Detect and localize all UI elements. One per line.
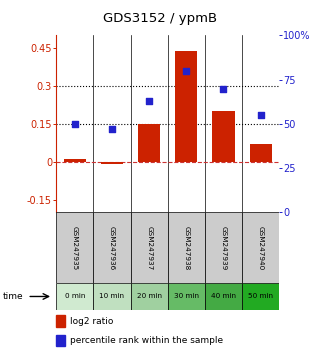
Bar <box>131 212 168 283</box>
Bar <box>205 212 242 283</box>
Bar <box>93 283 131 310</box>
Point <box>184 68 189 74</box>
Bar <box>131 283 168 310</box>
Bar <box>101 162 123 164</box>
Text: GSM247939: GSM247939 <box>221 226 227 270</box>
Text: percentile rank within the sample: percentile rank within the sample <box>70 336 223 345</box>
Bar <box>93 212 131 283</box>
Bar <box>56 212 93 283</box>
Bar <box>64 159 86 162</box>
Text: 0 min: 0 min <box>65 293 85 299</box>
Text: GSM247940: GSM247940 <box>258 226 264 270</box>
Text: GSM247936: GSM247936 <box>109 226 115 270</box>
Bar <box>242 212 279 283</box>
Text: 40 min: 40 min <box>211 293 236 299</box>
Point <box>109 126 115 132</box>
Text: 50 min: 50 min <box>248 293 273 299</box>
Bar <box>56 315 65 327</box>
Text: 20 min: 20 min <box>137 293 162 299</box>
Point <box>147 98 152 104</box>
Point <box>221 86 226 91</box>
Text: 10 min: 10 min <box>100 293 125 299</box>
Text: GDS3152 / ypmB: GDS3152 / ypmB <box>103 12 218 25</box>
Text: 30 min: 30 min <box>174 293 199 299</box>
Text: GSM247938: GSM247938 <box>183 226 189 270</box>
Text: GSM247935: GSM247935 <box>72 226 78 270</box>
Bar <box>249 144 272 162</box>
Bar <box>56 283 93 310</box>
Text: GSM247937: GSM247937 <box>146 226 152 270</box>
Bar <box>242 283 279 310</box>
Bar <box>168 283 205 310</box>
Bar <box>213 111 235 162</box>
Bar <box>168 212 205 283</box>
Bar <box>138 124 160 162</box>
Bar <box>56 335 65 346</box>
Bar <box>205 283 242 310</box>
Text: time: time <box>3 292 24 301</box>
Point <box>72 121 77 127</box>
Bar <box>175 51 197 162</box>
Point <box>258 112 263 118</box>
Text: log2 ratio: log2 ratio <box>70 316 113 326</box>
